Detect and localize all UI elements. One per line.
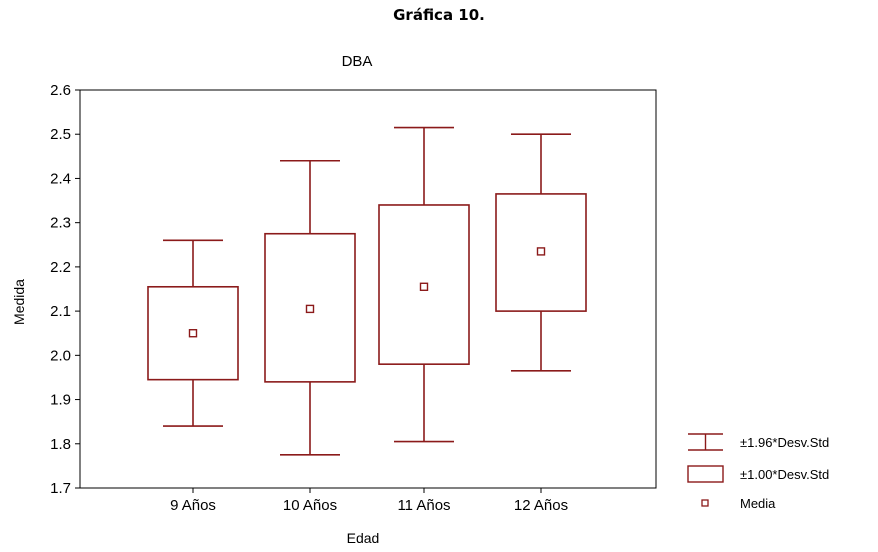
x-tick-label: 12 Años (514, 497, 568, 514)
y-axis: 1.7 1.8 1.9 2.0 2.1 2.2 2.3 2.4 2.5 2.6 (50, 82, 80, 497)
y-tick-label: 2.4 (50, 170, 71, 187)
legend-label: Media (740, 496, 776, 511)
box-rect (147, 285, 239, 381)
y-tick-label: 2.5 (50, 126, 71, 143)
box-group (264, 159, 356, 456)
figure-heading: Gráfica 10. (393, 6, 485, 24)
mean-marker (536, 247, 546, 256)
legend-label: ±1.00*Desv.Std (740, 467, 829, 482)
legend-label: ±1.96*Desv.Std (740, 435, 829, 450)
y-tick-label: 1.7 (50, 480, 71, 497)
box-series (147, 126, 587, 456)
x-tick-label: 11 Años (397, 497, 450, 514)
y-axis-label: Medida (11, 279, 27, 325)
y-tick-label: 2.0 (50, 347, 71, 364)
plot-area-frame (79, 89, 657, 489)
box-group (147, 239, 239, 427)
legend-mean-swatch (701, 499, 709, 507)
x-tick-label: 10 Años (283, 497, 337, 514)
box-rect (495, 193, 587, 312)
box-rect (264, 232, 356, 383)
legend: ±1.96*Desv.Std ±1.00*Desv.Std Media (687, 433, 829, 511)
y-tick-label: 2.2 (50, 259, 71, 276)
mean-marker (305, 304, 315, 314)
legend-box-swatch (687, 465, 724, 483)
y-tick-label: 2.6 (50, 82, 71, 99)
y-tick-label: 2.3 (50, 215, 71, 232)
y-tick-label: 2.1 (50, 303, 71, 320)
chart-title: DBA (342, 53, 373, 70)
x-axis-label: Edad (347, 530, 380, 546)
y-tick-label: 1.9 (50, 392, 71, 409)
box-rect (378, 204, 470, 365)
mean-marker (419, 282, 429, 291)
y-tick-label: 1.8 (50, 436, 71, 453)
box-group (378, 126, 470, 443)
box-group (495, 133, 587, 372)
mean-marker (188, 329, 198, 338)
x-tick-label: 9 Años (170, 497, 216, 514)
x-axis: 9 Años 10 Años 11 Años 12 Años (170, 488, 568, 514)
